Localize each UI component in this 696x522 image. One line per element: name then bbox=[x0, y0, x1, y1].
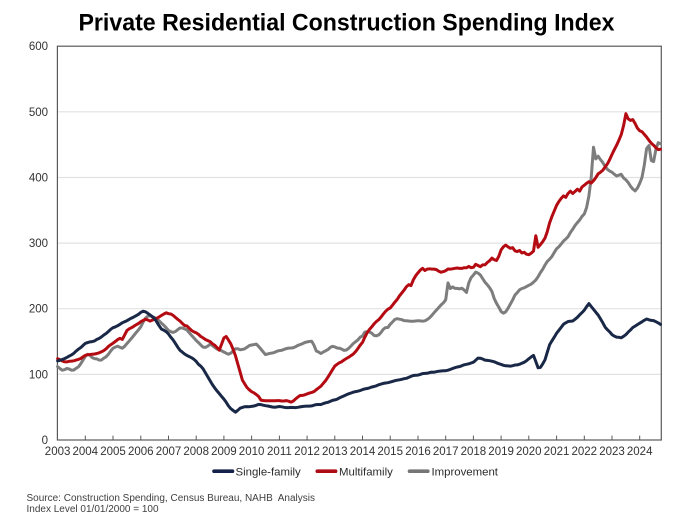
svg-text:2019: 2019 bbox=[488, 446, 514, 458]
svg-text:2008: 2008 bbox=[183, 446, 209, 458]
svg-text:Multifamily: Multifamily bbox=[339, 466, 393, 478]
svg-text:2023: 2023 bbox=[599, 446, 625, 458]
svg-text:2012: 2012 bbox=[294, 446, 320, 458]
svg-text:2018: 2018 bbox=[461, 446, 487, 458]
svg-text:2006: 2006 bbox=[128, 446, 154, 458]
svg-text:2009: 2009 bbox=[211, 446, 237, 458]
svg-text:2004: 2004 bbox=[73, 446, 99, 458]
svg-text:Source: Construction Spending,: Source: Construction Spending, Census Bu… bbox=[27, 493, 316, 504]
svg-text:500: 500 bbox=[29, 107, 48, 119]
svg-text:200: 200 bbox=[29, 304, 48, 316]
svg-text:Improvement: Improvement bbox=[432, 466, 499, 478]
svg-text:2024: 2024 bbox=[627, 446, 653, 458]
svg-text:2021: 2021 bbox=[544, 446, 570, 458]
svg-text:Index Level 01/01/2000 = 100: Index Level 01/01/2000 = 100 bbox=[27, 504, 159, 515]
svg-text:2007: 2007 bbox=[156, 446, 182, 458]
svg-text:2003: 2003 bbox=[45, 446, 71, 458]
svg-text:Private Residential Constructi: Private Residential Construction Spendin… bbox=[79, 9, 615, 36]
svg-text:0: 0 bbox=[42, 435, 48, 447]
svg-text:2014: 2014 bbox=[350, 446, 376, 458]
svg-text:2017: 2017 bbox=[433, 446, 459, 458]
svg-text:400: 400 bbox=[29, 173, 48, 185]
svg-text:2016: 2016 bbox=[405, 446, 431, 458]
svg-text:Single-family: Single-family bbox=[236, 466, 302, 478]
svg-text:2015: 2015 bbox=[377, 446, 403, 458]
svg-text:100: 100 bbox=[29, 369, 48, 381]
svg-text:600: 600 bbox=[29, 41, 48, 53]
svg-text:2010: 2010 bbox=[239, 446, 265, 458]
svg-text:2013: 2013 bbox=[322, 446, 348, 458]
svg-text:2020: 2020 bbox=[516, 446, 542, 458]
svg-text:2005: 2005 bbox=[100, 446, 126, 458]
svg-text:2011: 2011 bbox=[267, 446, 292, 458]
svg-text:2022: 2022 bbox=[572, 446, 598, 458]
svg-text:300: 300 bbox=[29, 238, 48, 250]
